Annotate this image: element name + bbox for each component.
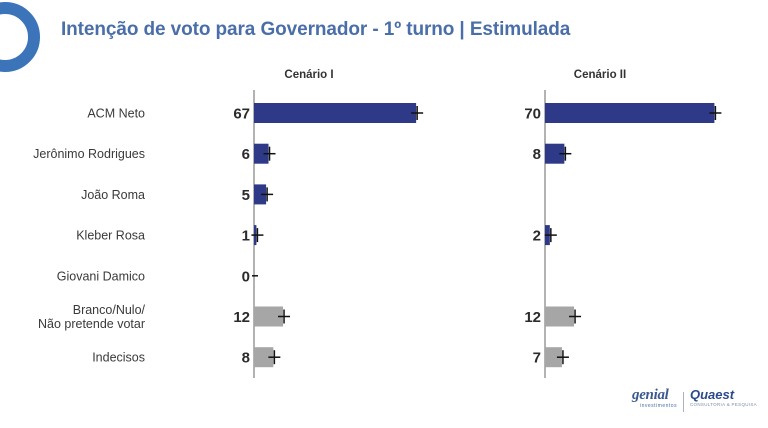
genial-logo-subtext: investimentos — [640, 403, 678, 409]
panel-title: Cenário II — [574, 69, 626, 81]
panel-title: Cenário I — [284, 69, 333, 81]
quaest-logo: Quaest CONSULTORIA & PESQUISA — [690, 388, 757, 408]
category-label: João Roma — [81, 188, 145, 202]
value-label: 8 — [533, 146, 541, 163]
value-label: 1 — [242, 228, 250, 245]
data-bar — [545, 347, 562, 368]
data-bar — [545, 143, 565, 164]
genial-logo-text: genial — [632, 387, 669, 403]
category-label: ACM Neto — [87, 107, 145, 121]
value-label: 8 — [242, 350, 250, 367]
data-bar — [254, 184, 267, 205]
value-label: 0 — [242, 268, 250, 285]
data-bar — [254, 306, 284, 327]
category-label: Indecisos — [92, 351, 145, 365]
value-label: 7 — [533, 350, 541, 367]
value-label: 12 — [524, 309, 541, 326]
quaest-logo-subtext: CONSULTORIA & PESQUISA — [690, 402, 757, 407]
page-title: Intenção de voto para Governador - 1º tu… — [61, 19, 571, 40]
quaest-logo-text: Quaest — [690, 387, 735, 402]
value-label: 5 — [242, 187, 250, 204]
logo-divider — [683, 392, 684, 412]
genial-logo: genial investimentos — [632, 387, 678, 410]
data-bar — [545, 306, 575, 327]
data-bar — [254, 103, 417, 123]
value-label: 70 — [524, 106, 541, 123]
value-label: 2 — [533, 228, 541, 245]
category-label: Branco/Nulo/Não pretende votar — [38, 303, 146, 331]
value-label: 12 — [233, 309, 250, 326]
data-bar — [545, 103, 715, 123]
category-label: Kleber Rosa — [76, 229, 145, 243]
value-label: 6 — [242, 146, 250, 163]
value-label: 67 — [233, 106, 250, 123]
category-label: Jerônimo Rodrigues — [33, 147, 145, 161]
category-label: Giovani Damico — [57, 269, 145, 283]
data-bar — [254, 347, 274, 368]
data-bar — [254, 143, 269, 164]
